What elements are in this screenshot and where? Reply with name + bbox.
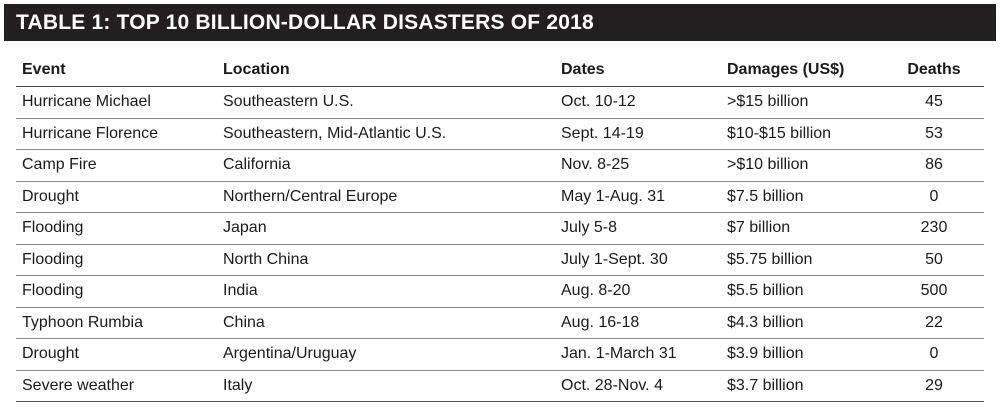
- cell-dates: Nov. 8-25: [555, 149, 721, 181]
- cell-deaths: 29: [884, 369, 984, 401]
- cell-dates: July 1-Sept. 30: [555, 243, 721, 276]
- table-row: Typhoon Rumbia China Aug. 16-18 $4.3 bil…: [16, 306, 984, 339]
- cell-damages: $7 billion: [721, 212, 884, 244]
- cell-damages: $3.9 billion: [721, 338, 884, 370]
- cell-location: Italy: [217, 369, 555, 401]
- table-body: Hurricane Michael Southeastern U.S. Oct.…: [16, 86, 984, 401]
- cell-location: Northern/Central Europe: [217, 180, 555, 213]
- table-header-row: Event Location Dates Damages (US$) Death…: [16, 54, 984, 87]
- table-row: Drought Northern/Central Europe May 1-Au…: [16, 180, 984, 213]
- cell-damages: $7.5 billion: [721, 180, 884, 213]
- table-row: Flooding North China July 1-Sept. 30 $5.…: [16, 243, 984, 276]
- cell-deaths: 230: [884, 212, 984, 244]
- cell-location: Southeastern U.S.: [217, 86, 555, 118]
- cell-deaths: 500: [884, 275, 984, 307]
- cell-event: Typhoon Rumbia: [16, 306, 217, 339]
- cell-event: Hurricane Florence: [16, 117, 217, 150]
- disasters-table: Event Location Dates Damages (US$) Death…: [16, 54, 984, 401]
- cell-location: India: [217, 275, 555, 307]
- table-row: Hurricane Michael Southeastern U.S. Oct.…: [16, 86, 984, 118]
- cell-location: Southeastern, Mid-Atlantic U.S.: [217, 117, 555, 150]
- table-title: TABLE 1: TOP 10 BILLION-DOLLAR DISASTERS…: [4, 4, 996, 41]
- cell-deaths: 50: [884, 243, 984, 276]
- cell-event: Hurricane Michael: [16, 86, 217, 118]
- cell-dates: Aug. 16-18: [555, 306, 721, 339]
- column-header-location: Location: [223, 61, 290, 78]
- cell-location: North China: [217, 243, 555, 276]
- column-header-dates: Dates: [561, 61, 605, 78]
- cell-damages: $4.3 billion: [721, 306, 884, 339]
- table-row: Flooding India Aug. 8-20 $5.5 billion 50…: [16, 275, 984, 307]
- cell-event: Camp Fire: [16, 149, 217, 181]
- cell-event: Drought: [16, 338, 217, 370]
- cell-event: Drought: [16, 180, 217, 213]
- cell-dates: Oct. 28-Nov. 4: [555, 369, 721, 401]
- table-row: Severe weather Italy Oct. 28-Nov. 4 $3.7…: [16, 369, 984, 401]
- cell-damages: >$15 billion: [721, 86, 884, 118]
- disasters-table-container: Event Location Dates Damages (US$) Death…: [16, 54, 984, 402]
- cell-deaths: 22: [884, 306, 984, 339]
- column-header-damages: Damages (US$): [727, 61, 845, 78]
- cell-dates: May 1-Aug. 31: [555, 180, 721, 213]
- cell-location: California: [217, 149, 555, 181]
- cell-dates: July 5-8: [555, 212, 721, 244]
- cell-deaths: 45: [884, 86, 984, 118]
- table-row: Flooding Japan July 5-8 $7 billion 230: [16, 212, 984, 244]
- cell-location: China: [217, 306, 555, 339]
- cell-dates: Aug. 8-20: [555, 275, 721, 307]
- cell-damages: >$10 billion: [721, 149, 884, 181]
- cell-deaths: 86: [884, 149, 984, 181]
- column-header-deaths: Deaths: [907, 61, 961, 78]
- cell-event: Flooding: [16, 212, 217, 244]
- cell-event: Flooding: [16, 243, 217, 276]
- cell-damages: $3.7 billion: [721, 369, 884, 401]
- cell-damages: $5.5 billion: [721, 275, 884, 307]
- cell-dates: Oct. 10-12: [555, 86, 721, 118]
- table-row: Drought Argentina/Uruguay Jan. 1-March 3…: [16, 338, 984, 370]
- table-row: Camp Fire California Nov. 8-25 >$10 bill…: [16, 149, 984, 181]
- column-header-event: Event: [22, 61, 66, 78]
- cell-deaths: 0: [884, 338, 984, 370]
- cell-event: Flooding: [16, 275, 217, 307]
- cell-dates: Sept. 14-19: [555, 117, 721, 150]
- cell-location: Argentina/Uruguay: [217, 338, 555, 370]
- table-row: Hurricane Florence Southeastern, Mid-Atl…: [16, 117, 984, 150]
- cell-damages: $5.75 billion: [721, 243, 884, 276]
- cell-damages: $10-$15 billion: [721, 117, 884, 150]
- cell-location: Japan: [217, 212, 555, 244]
- cell-event: Severe weather: [16, 369, 217, 401]
- cell-dates: Jan. 1-March 31: [555, 338, 721, 370]
- cell-deaths: 53: [884, 117, 984, 150]
- cell-deaths: 0: [884, 180, 984, 213]
